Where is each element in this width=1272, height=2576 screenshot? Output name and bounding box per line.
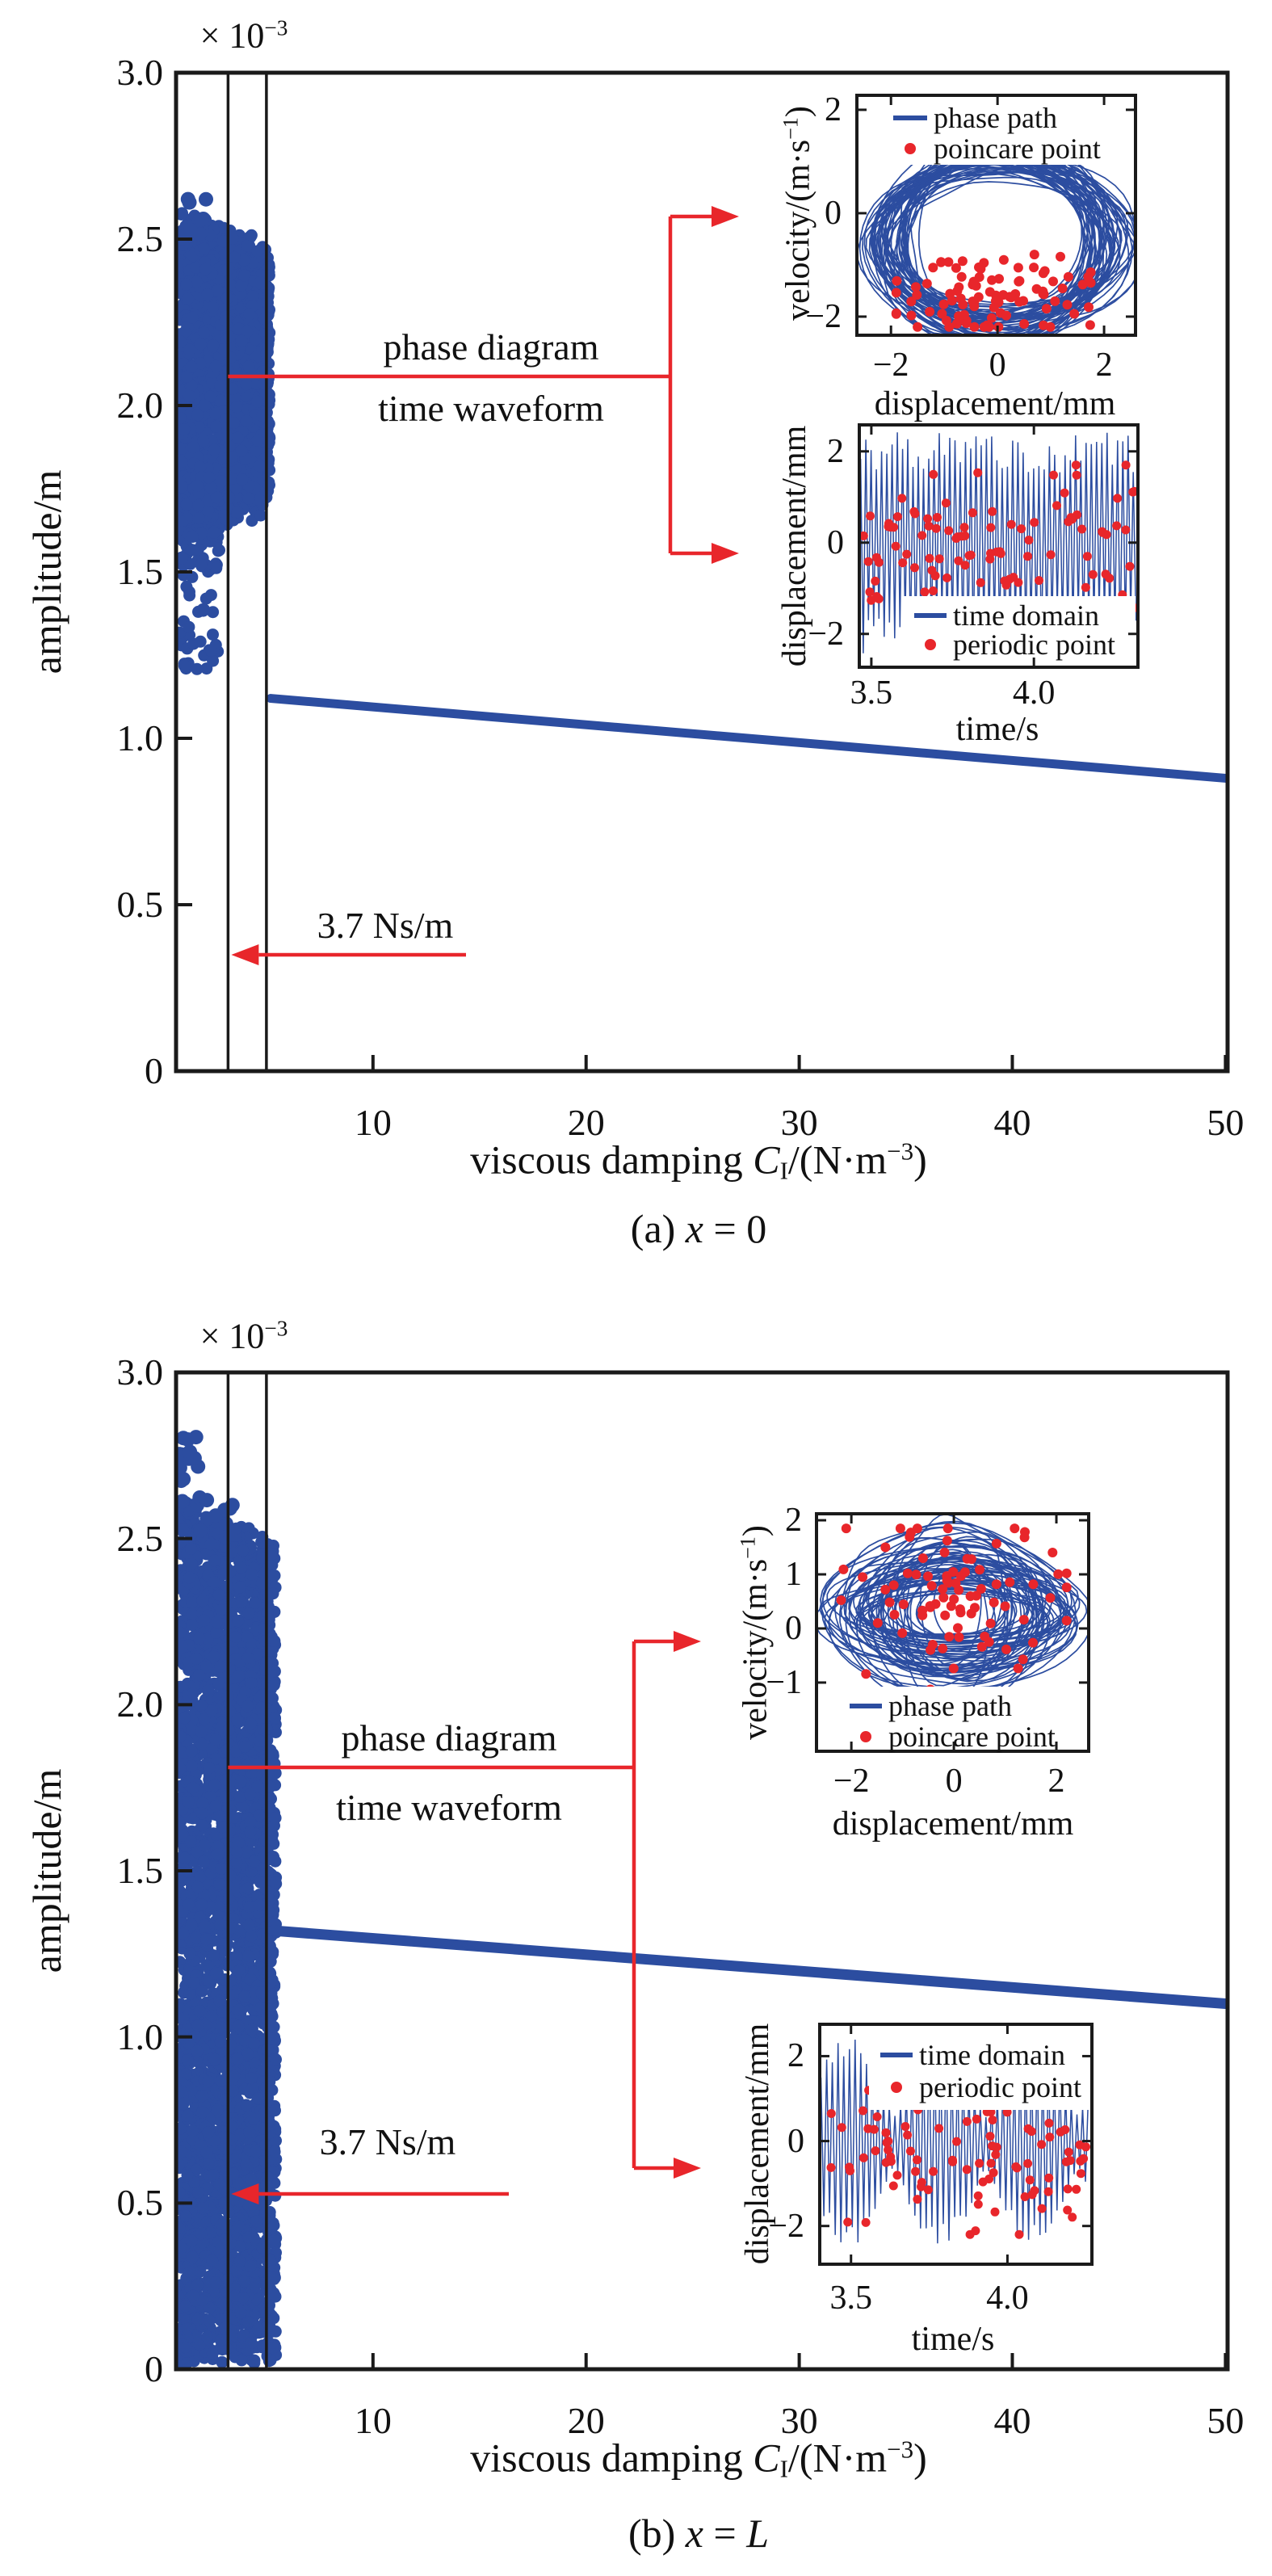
phase-legend: [838, 1687, 1089, 1750]
panel-a-data: [176, 191, 1228, 783]
branch-line: [266, 694, 1228, 783]
time-axes: [818, 2023, 1094, 2266]
phase-path-curves: [857, 137, 1136, 335]
inset-phase-b: [815, 1512, 1090, 1753]
inset-phase-a: [855, 94, 1137, 337]
time-legend: [869, 2034, 1092, 2110]
phase-legend: [882, 100, 1131, 165]
phase-axes: [855, 94, 1137, 337]
marker-vlines: [226, 73, 268, 1071]
phase-path-curves: [817, 1514, 1089, 1708]
time-domain-curve: [820, 2039, 1089, 2244]
time-content: [820, 2039, 1090, 2244]
inset-time-a: [858, 423, 1140, 669]
cluster-outlier-points: [178, 191, 213, 242]
panel-a: [174, 70, 1230, 1074]
phase-axes: [815, 1512, 1090, 1753]
branch-line: [267, 1925, 1228, 2010]
panel-b: [174, 1370, 1230, 2372]
cluster-tail-points: [176, 526, 225, 675]
callout-annotation: [228, 206, 739, 564]
periodic-points: [826, 2072, 1090, 2239]
main-axes: [174, 1370, 1230, 2372]
poincare-points: [836, 1523, 1072, 1695]
damping-annotation: [231, 944, 466, 965]
marker-vlines: [226, 1372, 268, 2369]
panel-b-data: [176, 1430, 1228, 2369]
phase-content: [857, 137, 1136, 335]
damping-annotation: [231, 2183, 509, 2204]
cluster-outlier-points: [176, 1430, 208, 1513]
chaotic-cluster-points: [176, 1496, 283, 2369]
callout-annotation: [228, 1631, 701, 2179]
time-axes: [858, 423, 1140, 669]
phase-content: [817, 1514, 1089, 1708]
inset-time-b: [818, 2023, 1094, 2266]
main-axes: [174, 70, 1230, 1074]
time-legend: [903, 596, 1136, 661]
poincare-points: [891, 250, 1096, 332]
